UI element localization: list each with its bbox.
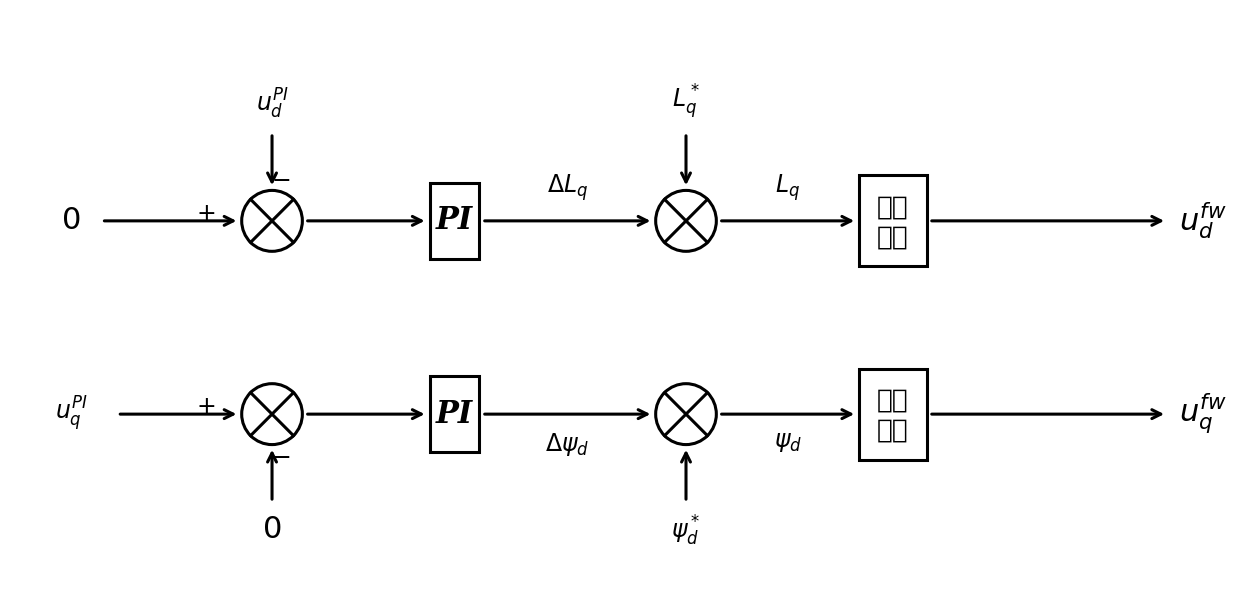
Text: $\Delta\psi_d$: $\Delta\psi_d$ xyxy=(546,431,590,457)
Text: $-$: $-$ xyxy=(272,444,290,468)
Text: $-$: $-$ xyxy=(272,167,290,191)
Text: 公式: 公式 xyxy=(877,418,909,444)
Text: 公式: 公式 xyxy=(877,224,909,250)
Text: $\psi_d$: $\psi_d$ xyxy=(774,431,802,454)
Text: PI: PI xyxy=(436,399,474,429)
Text: $L_q$: $L_q$ xyxy=(775,173,800,203)
Bar xyxy=(430,183,480,259)
Text: $u_d^{PI}$: $u_d^{PI}$ xyxy=(255,87,288,121)
Text: $\Delta L_q$: $\Delta L_q$ xyxy=(547,173,588,203)
Bar xyxy=(430,376,480,452)
Text: 前馈: 前馈 xyxy=(877,194,909,220)
Text: $u_d^{fw}$: $u_d^{fw}$ xyxy=(1179,201,1226,241)
Text: 前馈: 前馈 xyxy=(877,387,909,413)
Text: $+$: $+$ xyxy=(196,395,215,419)
Bar xyxy=(859,175,926,266)
Text: $L_q^*$: $L_q^*$ xyxy=(672,83,699,121)
Text: $u_q^{PI}$: $u_q^{PI}$ xyxy=(55,395,87,434)
Text: $\psi_d^*$: $\psi_d^*$ xyxy=(671,514,701,548)
Text: $u_q^{fw}$: $u_q^{fw}$ xyxy=(1179,392,1226,436)
Text: $0$: $0$ xyxy=(263,514,281,545)
Text: $0$: $0$ xyxy=(62,206,81,236)
Text: $+$: $+$ xyxy=(196,202,215,226)
Bar xyxy=(859,369,926,460)
Text: PI: PI xyxy=(436,206,474,236)
